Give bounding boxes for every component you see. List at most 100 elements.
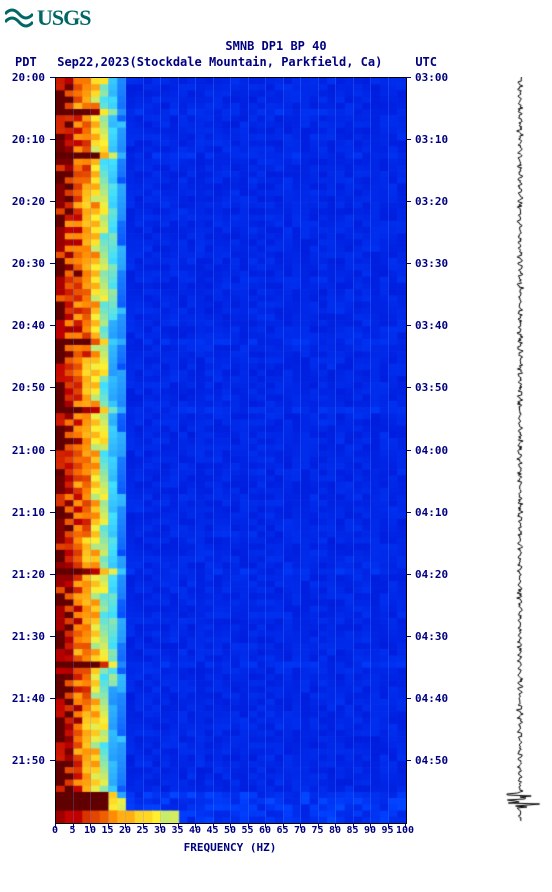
- y-right-tick: [406, 77, 411, 78]
- y-left-tick: [50, 325, 55, 326]
- y-right-tick-label: 03:00: [415, 71, 455, 84]
- x-tick: [318, 823, 319, 828]
- x-tick: [160, 823, 161, 828]
- y-right-tick-label: 03:20: [415, 195, 455, 208]
- y-right-tick-label: 04:10: [415, 506, 455, 519]
- gridline: [300, 77, 301, 822]
- y-right-tick-label: 03:30: [415, 257, 455, 270]
- gridline: [353, 77, 354, 822]
- gridline: [265, 77, 266, 822]
- y-left-tick: [50, 263, 55, 264]
- y-left-tick: [50, 698, 55, 699]
- y-left-tick: [50, 77, 55, 78]
- y-right-tick: [406, 760, 411, 761]
- y-right-tick: [406, 450, 411, 451]
- y-right-axis: 03:00 03:10 03:20 03:30 03:40 03:50 04:00 04:10…: [415, 71, 455, 826]
- x-tick: [90, 823, 91, 828]
- x-tick: [300, 823, 301, 828]
- chart-area: 20:0020:1020:2020:3020:4020:5021:0021:10…: [45, 77, 447, 832]
- utc-label: UTC: [415, 55, 437, 69]
- pdt-label: PDT: [15, 55, 50, 69]
- y-right-tick-label: 03:10: [415, 133, 455, 146]
- gridline: [178, 77, 179, 822]
- x-tick: [143, 823, 144, 828]
- x-tick: [353, 823, 354, 828]
- gridline: [318, 77, 319, 822]
- y-right-tick-label: 04:40: [415, 692, 455, 705]
- date-label: Sep22,2023(Stockdale Mountain, Parkfield…: [57, 55, 382, 69]
- y-right-tick: [406, 698, 411, 699]
- x-tick: [335, 823, 336, 828]
- y-left-tick: [50, 636, 55, 637]
- gridline: [90, 77, 91, 822]
- y-left-tick-label: 21:10: [5, 506, 45, 519]
- x-axis-title: FREQUENCY (HZ): [55, 841, 405, 854]
- y-left-tick: [50, 760, 55, 761]
- y-left-tick-label: 21:30: [5, 630, 45, 643]
- x-tick: [125, 823, 126, 828]
- x-tick: [248, 823, 249, 828]
- x-tick: [283, 823, 284, 828]
- x-tick: [230, 823, 231, 828]
- x-tick: [213, 823, 214, 828]
- y-right-tick-label: 04:50: [415, 754, 455, 767]
- y-left-tick-label: 21:50: [5, 754, 45, 767]
- y-left-tick-label: 20:30: [5, 257, 45, 270]
- wave-icon: [5, 8, 33, 28]
- y-left-tick-label: 20:40: [5, 319, 45, 332]
- y-right-tick: [406, 512, 411, 513]
- y-right-tick-label: 04:20: [415, 568, 455, 581]
- x-tick: [405, 823, 406, 828]
- y-right-tick-label: 04:00: [415, 444, 455, 457]
- x-tick: [55, 823, 56, 828]
- y-right-tick: [406, 201, 411, 202]
- gridline: [335, 77, 336, 822]
- x-tick: [108, 823, 109, 828]
- y-right-tick: [406, 325, 411, 326]
- gridline: [248, 77, 249, 822]
- y-left-tick-label: 20:50: [5, 381, 45, 394]
- y-right-tick-label: 03:50: [415, 381, 455, 394]
- gridline: [388, 77, 389, 822]
- y-right-tick: [406, 574, 411, 575]
- y-left-tick-label: 21:00: [5, 444, 45, 457]
- usgs-logo: USGS: [5, 5, 547, 31]
- gridline: [283, 77, 284, 822]
- gridline: [143, 77, 144, 822]
- gridline: [125, 77, 126, 822]
- gridline: [73, 77, 74, 822]
- y-left-tick-label: 21:20: [5, 568, 45, 581]
- gridline: [370, 77, 371, 822]
- y-right-tick: [406, 387, 411, 388]
- y-left-tick: [50, 574, 55, 575]
- gridline: [230, 77, 231, 822]
- x-tick: [178, 823, 179, 828]
- y-left-tick: [50, 201, 55, 202]
- y-right-tick: [406, 263, 411, 264]
- x-tick: [370, 823, 371, 828]
- gridline: [108, 77, 109, 822]
- y-left-tick: [50, 512, 55, 513]
- seismogram-trace: [495, 77, 545, 822]
- chart-subtitle: PDT Sep22,2023(Stockdale Mountain, Parkf…: [5, 55, 547, 69]
- x-tick: [195, 823, 196, 828]
- logo-text: USGS: [37, 5, 90, 31]
- y-left-tick: [50, 450, 55, 451]
- gridline: [213, 77, 214, 822]
- gridline: [160, 77, 161, 822]
- y-right-tick: [406, 139, 411, 140]
- gridline: [195, 77, 196, 822]
- y-right-tick: [406, 636, 411, 637]
- y-left-tick: [50, 139, 55, 140]
- y-left-tick-label: 20:10: [5, 133, 45, 146]
- y-right-tick-label: 03:40: [415, 319, 455, 332]
- x-tick: [73, 823, 74, 828]
- y-left-axis: 20:00 20:10 20:20 20:30 20:40 20:50 21:00 21:10…: [5, 71, 45, 826]
- y-left-tick: [50, 387, 55, 388]
- chart-title: SMNB DP1 BP 40: [5, 39, 547, 53]
- y-left-tick-label: 20:00: [5, 71, 45, 84]
- x-tick: [265, 823, 266, 828]
- y-left-tick-label: 20:20: [5, 195, 45, 208]
- y-right-tick-label: 04:30: [415, 630, 455, 643]
- x-tick: [388, 823, 389, 828]
